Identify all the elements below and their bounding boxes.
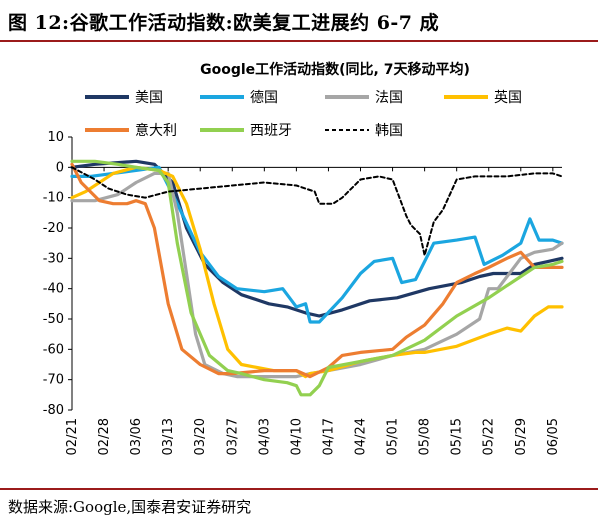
x-tick-label: 04/03 (257, 418, 272, 455)
x-tick-label: 03/13 (161, 418, 176, 455)
y-tick-label: -60 (43, 342, 64, 357)
series-line-3 (70, 165, 564, 379)
x-tick-label: 06/05 (546, 418, 561, 455)
y-tick-label: -30 (43, 251, 64, 266)
x-tick-label: 04/10 (289, 418, 304, 455)
y-tick-label: 0 (56, 160, 64, 175)
y-tick-label: -40 (43, 282, 64, 297)
figure-title: 图 12:谷歌工作活动指数:欧美复工进展约 6-7 成 (8, 12, 440, 34)
series-line-6 (71, 166, 563, 257)
y-tick-label: -70 (43, 373, 64, 388)
x-tick-label: 04/24 (354, 418, 369, 455)
series-line-1 (70, 165, 564, 324)
x-tick-label: 03/20 (193, 418, 208, 455)
legend-label-2: 法国 (375, 90, 403, 106)
series-line-5 (70, 159, 564, 397)
figure-source: 数据来源:Google,国泰君安证券研究 (8, 498, 252, 516)
y-tick-label: -50 (43, 312, 64, 327)
x-tick-label: 05/29 (514, 418, 529, 455)
footer-rule (0, 488, 598, 490)
x-tick-label: 03/06 (129, 418, 144, 455)
legend-label-1: 德国 (250, 90, 278, 106)
y-tick-label: -20 (43, 221, 64, 236)
series-line-0 (70, 159, 564, 318)
y-tick-label: -80 (43, 403, 64, 418)
series-line-4 (70, 162, 564, 379)
x-tick-label: 02/21 (65, 418, 80, 455)
legend-label-5: 西班牙 (250, 123, 292, 139)
chart-title: Google工作活动指数(同比, 7天移动平均) (200, 61, 470, 78)
series-line-2 (70, 171, 564, 379)
header-rule (0, 40, 598, 42)
x-tick-label: 04/17 (321, 418, 336, 455)
x-tick-label: 05/08 (418, 418, 433, 455)
chart-series (70, 159, 564, 397)
x-tick-label: 03/27 (225, 418, 240, 455)
x-tick-label: 02/28 (97, 418, 112, 455)
x-tick-label: 05/15 (450, 418, 465, 455)
y-tick-label: -10 (43, 191, 64, 206)
legend-label-3: 英国 (494, 89, 522, 106)
figure-header: 图 12:谷歌工作活动指数:欧美复工进展约 6-7 成 (0, 0, 598, 44)
legend-label-4: 意大利 (135, 122, 177, 139)
legend-label-6: 韩国 (375, 123, 403, 139)
legend-label-0: 美国 (135, 90, 163, 106)
x-tick-label: 05/22 (482, 418, 497, 455)
x-tick-label: 05/01 (386, 418, 401, 455)
y-tick-label: 10 (47, 130, 64, 145)
